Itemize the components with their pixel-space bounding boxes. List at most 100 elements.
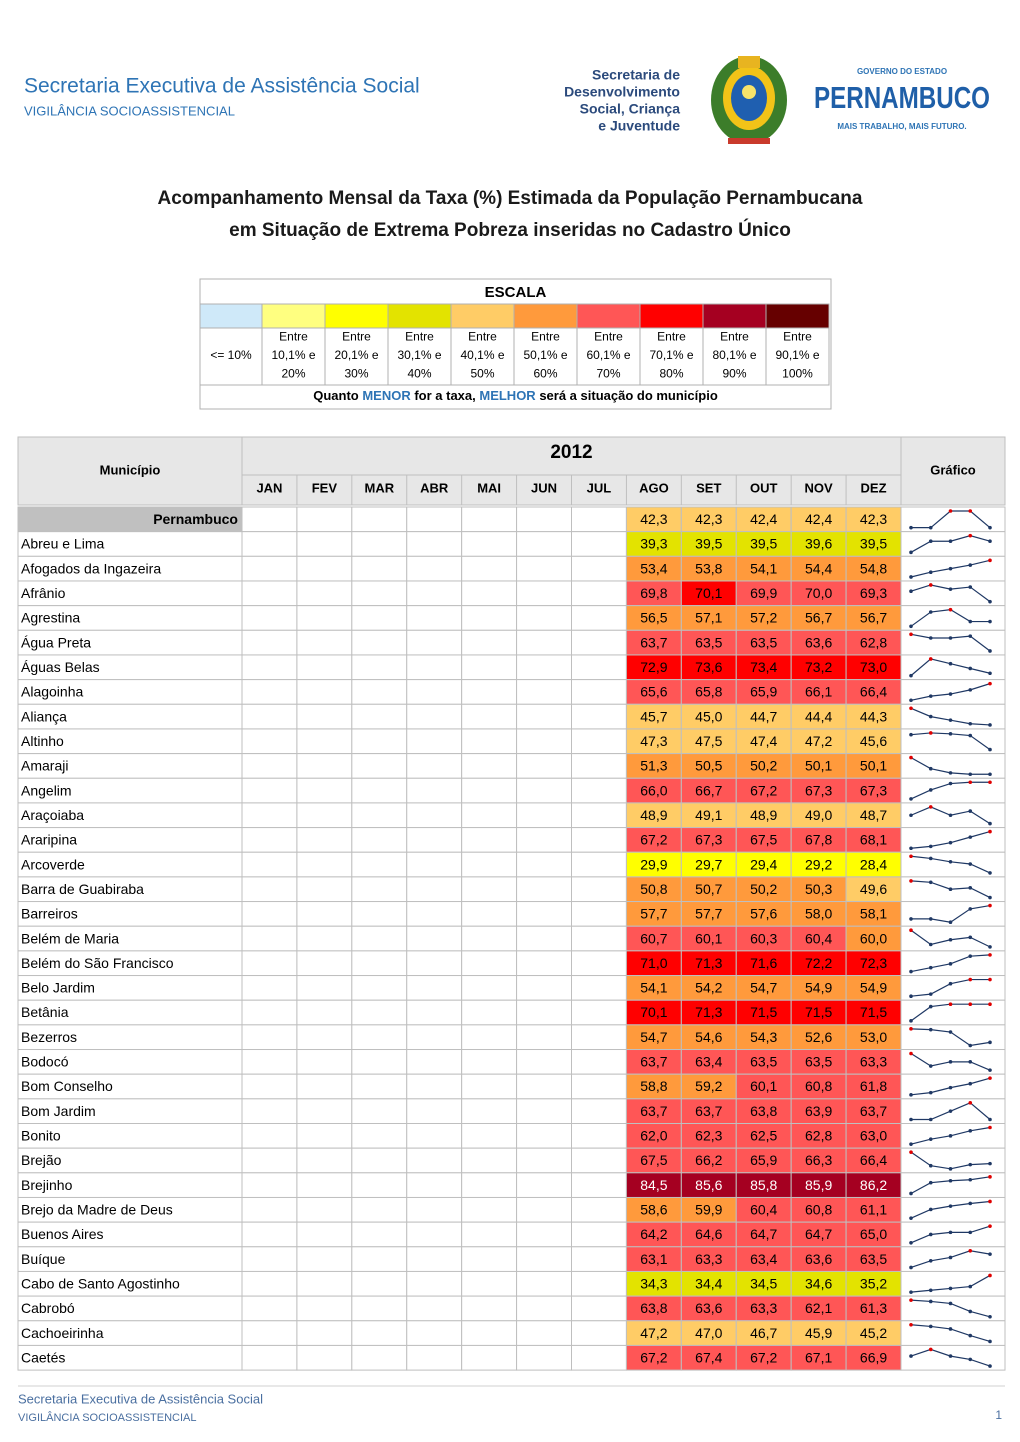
value: 50,5 — [695, 758, 722, 774]
value-cell — [680, 753, 737, 779]
value-cell — [735, 1049, 792, 1075]
value-cell — [790, 999, 847, 1026]
value-cell — [461, 605, 518, 631]
sparkline-point — [948, 1230, 953, 1235]
value-cell — [516, 1196, 572, 1223]
value-cell — [241, 1320, 298, 1346]
value-cell — [516, 925, 572, 952]
sparkline-point — [968, 935, 973, 940]
value: 54,1 — [750, 560, 777, 576]
value-cell — [845, 1221, 902, 1248]
sparkline-point — [968, 772, 973, 777]
value-cell — [406, 1024, 463, 1051]
municipio-name: Barreiros — [21, 906, 78, 922]
sparkline-point — [968, 666, 973, 671]
value-cell — [516, 605, 572, 631]
name-cell — [17, 1147, 243, 1174]
scale-swatch — [387, 303, 452, 329]
scale-label: 60,1% e — [586, 348, 630, 362]
sparkline-point — [948, 661, 953, 666]
scale-label: <= 10% — [210, 348, 252, 362]
sparkline-point — [948, 813, 953, 818]
value-cell — [241, 728, 298, 755]
municipio-name: Água Preta — [21, 634, 91, 650]
value: 39,5 — [860, 536, 887, 552]
value-cell — [680, 925, 737, 952]
sparkline-point — [928, 1232, 933, 1237]
sparkline-point — [909, 1322, 913, 1327]
scale-label: Entre — [531, 330, 560, 344]
sparkline-point — [909, 550, 913, 555]
sparkline-point — [948, 1255, 953, 1260]
value: 54,9 — [860, 980, 887, 996]
name-cell — [17, 728, 243, 755]
value: 71,5 — [805, 1004, 832, 1020]
value-cell — [625, 629, 682, 656]
chart-cell — [900, 654, 1006, 681]
sparkline-point — [948, 1167, 953, 1171]
main-title: em Situação de Extrema Pobreza inseridas… — [229, 219, 791, 241]
value-cell — [351, 1073, 408, 1100]
value: 54,3 — [750, 1029, 777, 1045]
value-cell — [571, 925, 627, 952]
value: 44,4 — [805, 708, 832, 724]
municipio-name: Brejinho — [21, 1177, 73, 1193]
sparkline-point — [988, 1314, 992, 1319]
name-cell — [17, 1024, 243, 1051]
name-cell — [17, 1098, 243, 1124]
value-cell — [351, 1049, 408, 1075]
name-cell — [17, 1270, 243, 1297]
value-cell — [406, 506, 463, 533]
value-cell — [241, 703, 298, 730]
value-cell — [516, 1147, 572, 1174]
value-cell — [406, 975, 463, 1001]
municipio-name: Afogados da Ingazeira — [21, 560, 161, 576]
value-cell — [845, 1270, 902, 1297]
value-cell — [571, 950, 627, 977]
value: 42,4 — [750, 511, 777, 527]
sparkline-point — [968, 809, 973, 813]
value: 58,0 — [805, 906, 832, 922]
scale-label: Entre — [342, 330, 371, 344]
sparkline-point — [988, 953, 992, 957]
value: 71,3 — [695, 955, 722, 971]
value-cell — [735, 1196, 792, 1223]
value-cell — [406, 827, 463, 853]
value: 34,5 — [750, 1275, 777, 1291]
sparkline-point — [948, 732, 953, 736]
sparkline-point — [968, 977, 973, 982]
value-cell — [351, 629, 408, 656]
sparkline-point — [988, 525, 992, 530]
value: 71,3 — [695, 1004, 722, 1020]
value: 54,2 — [695, 980, 722, 996]
value-cell — [571, 531, 627, 557]
sparkline-point — [968, 954, 973, 958]
value-cell — [516, 950, 572, 977]
value: 63,4 — [695, 1054, 722, 1070]
sparkline-point — [909, 525, 913, 530]
sparkline-point — [928, 731, 933, 735]
value: 60,8 — [805, 1078, 832, 1094]
value-cell — [351, 975, 408, 1001]
name-cell — [17, 827, 243, 853]
value-cell — [571, 580, 627, 607]
value-cell — [241, 506, 298, 533]
value: 63,5 — [750, 1054, 777, 1070]
value-cell — [735, 679, 792, 705]
value-cell — [351, 753, 408, 779]
name-cell — [17, 901, 243, 927]
value: 63,0 — [860, 1128, 887, 1144]
value: 63,9 — [805, 1103, 832, 1119]
sparkline-point — [948, 692, 953, 696]
value-cell — [680, 1098, 737, 1124]
value-cell — [351, 1221, 408, 1248]
value: 42,3 — [695, 511, 722, 527]
value: 66,0 — [640, 782, 667, 798]
value: 63,6 — [805, 1251, 832, 1267]
sparkline-point — [928, 1207, 933, 1212]
value-cell — [516, 654, 572, 681]
value: 50,1 — [805, 758, 832, 774]
chart-cell — [900, 531, 1006, 557]
value: 54,6 — [695, 1029, 722, 1045]
sparkline-point — [928, 1299, 933, 1304]
